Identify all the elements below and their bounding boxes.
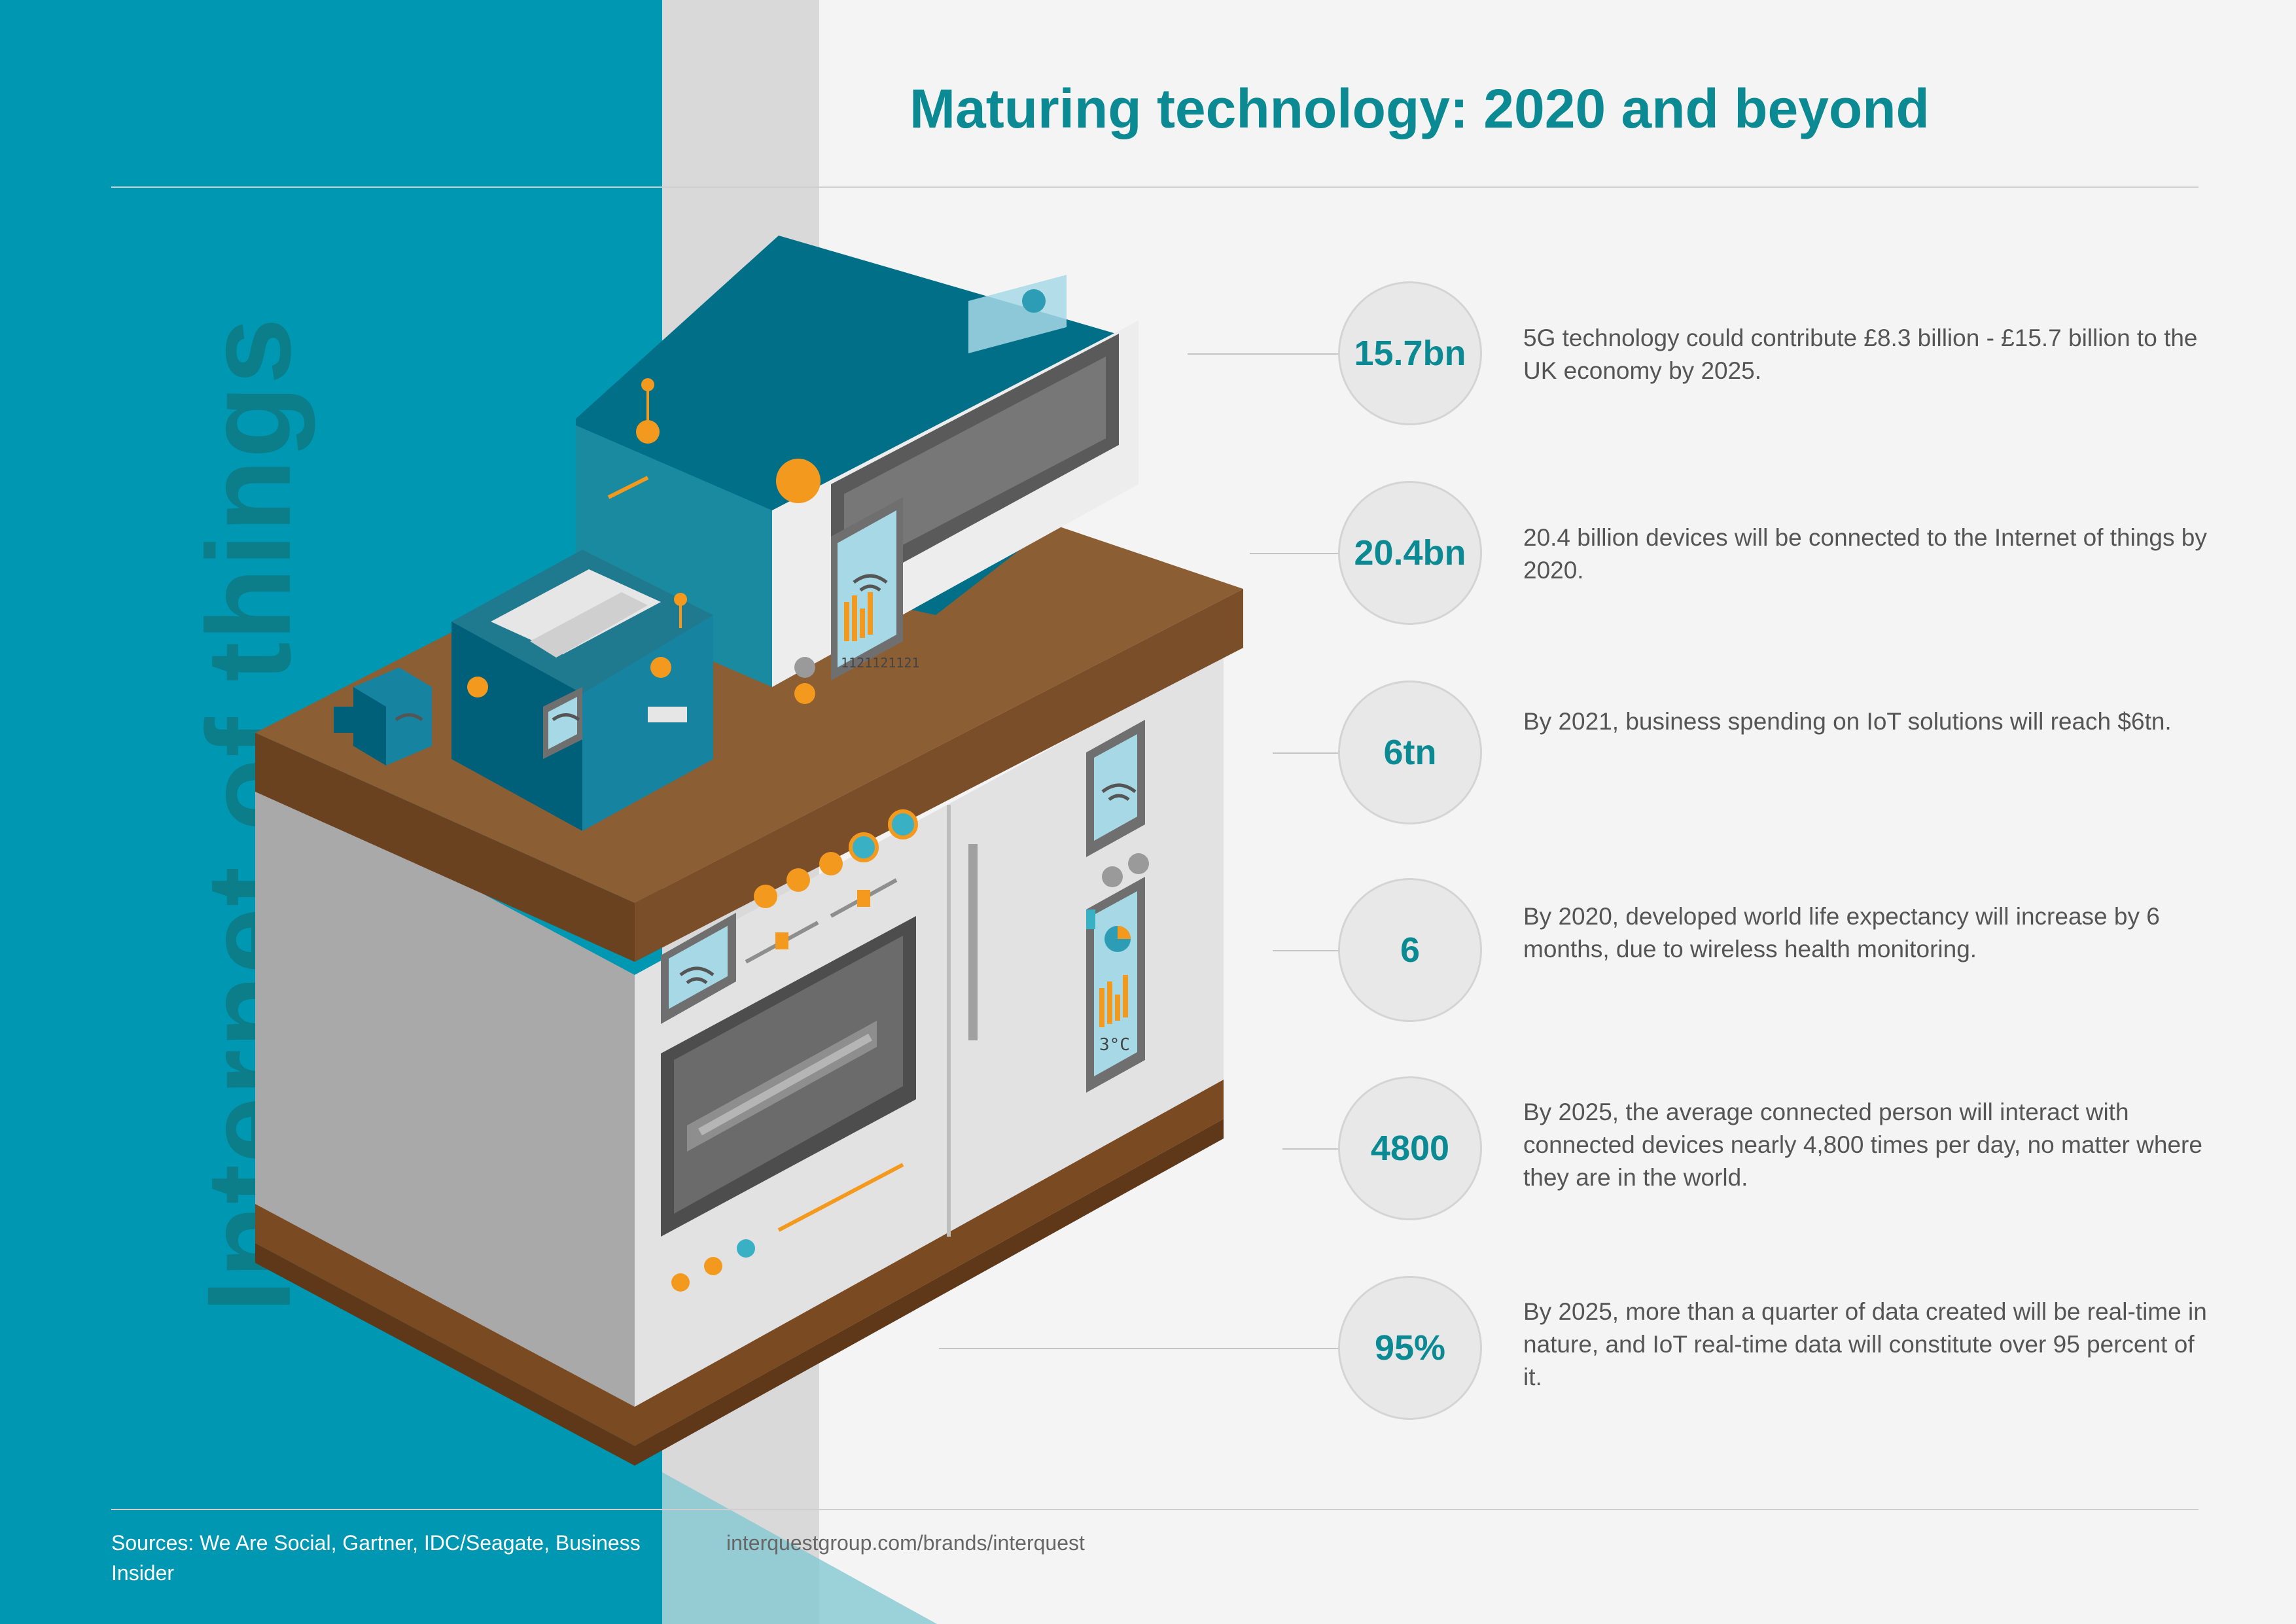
stat-connector <box>1188 353 1338 355</box>
wifi-icon <box>395 574 1137 985</box>
stat-row: 6 By 2020, developed world life expectan… <box>1178 872 2212 1029</box>
sources-note: Sources: We Are Social, Gartner, IDC/Sea… <box>111 1531 641 1585</box>
stat-description: By 2025, more than a quarter of data cre… <box>1523 1298 2207 1390</box>
stat-value-circle: 6tn <box>1338 680 1482 824</box>
bar-chart-icon <box>844 592 873 641</box>
stat-value-circle: 15.7bn <box>1338 281 1482 425</box>
microwave-display: 1121121121 <box>841 655 919 671</box>
microwave: 1121121121 <box>576 236 1139 704</box>
corner-triangle <box>662 1472 937 1624</box>
oven <box>661 809 918 1292</box>
smart-cup <box>334 667 432 766</box>
stat-value-circle: 4800 <box>1338 1076 1482 1220</box>
toaster <box>451 550 713 831</box>
stat-value-circle: 95% <box>1338 1276 1482 1420</box>
stat-value-circle: 20.4bn <box>1338 481 1482 625</box>
smart-kitchen-illustration: 3°C 1121121121 <box>255 236 1243 1466</box>
stat-row: 95% By 2025, more than a quarter of data… <box>939 1269 2212 1426</box>
stat-row: 6tn By 2021, business spending on IoT so… <box>1178 674 2212 831</box>
stat-value-circle: 6 <box>1338 878 1482 1022</box>
fridge-temperature: 3°C <box>1099 1035 1130 1055</box>
stat-row: 4800 By 2025, the average connected pers… <box>1178 1070 2212 1227</box>
stat-description: 5G technology could contribute £8.3 bill… <box>1523 325 2198 384</box>
pie-chart-icon <box>1104 926 1131 952</box>
bottom-divider <box>111 1509 2199 1510</box>
stat-connector <box>1273 752 1338 754</box>
stat-row: 15.7bn 5G technology could contribute £8… <box>1178 275 2212 432</box>
page-title: Maturing technology: 2020 and beyond <box>910 78 1930 139</box>
stat-description: By 2025, the average connected person wi… <box>1523 1099 2202 1191</box>
top-divider <box>111 186 2199 188</box>
stat-row: 20.4bn 20.4 billion devices will be conn… <box>1178 474 2212 631</box>
stat-description: By 2020, developed world life expectancy… <box>1523 903 2160 962</box>
stat-connector <box>939 1348 1338 1349</box>
stat-connector <box>1250 553 1338 554</box>
fridge-panel: 3°C <box>968 720 1149 1093</box>
bar-chart-icon <box>1099 975 1128 1027</box>
stat-description: By 2021, business spending on IoT soluti… <box>1523 708 2172 735</box>
stat-connector <box>1282 1148 1338 1150</box>
website-link[interactable]: interquestgroup.com/brands/interquest <box>726 1531 1085 1555</box>
stat-description: 20.4 billion devices will be connected t… <box>1523 524 2207 584</box>
stat-connector <box>1273 950 1338 951</box>
